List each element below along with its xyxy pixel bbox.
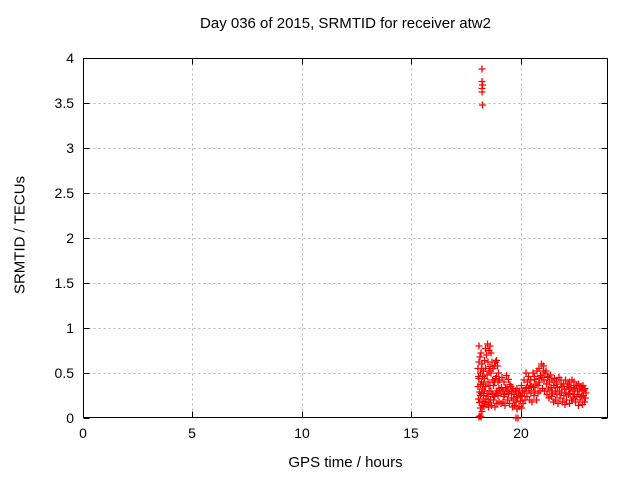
x-tick-label: 15 [403,425,419,441]
x-axis-label: GPS time / hours [288,454,403,471]
y-tick-label: 4 [66,50,74,66]
plot-border [83,58,608,418]
chart-title: Day 036 of 2015, SRMTID for receiver atw… [200,15,491,32]
y-axis-label: SRMTID / TECUs [11,175,29,295]
x-tick-label: 20 [513,425,529,441]
y-tick-label: 0 [66,410,74,426]
x-tick-label: 5 [188,425,196,441]
y-tick-label: 1.5 [54,275,74,291]
data-points [474,65,590,422]
y-tick-label: 1 [66,320,74,336]
y-tick-label: 3 [66,140,74,156]
x-tick-label: 0 [79,425,87,441]
y-tick-label: 2 [66,230,74,246]
x-tick-label: 10 [294,425,310,441]
y-tick-label: 3.5 [54,95,74,111]
y-tick-label: 2.5 [54,185,74,201]
y-tick-label: 0.5 [54,365,74,381]
